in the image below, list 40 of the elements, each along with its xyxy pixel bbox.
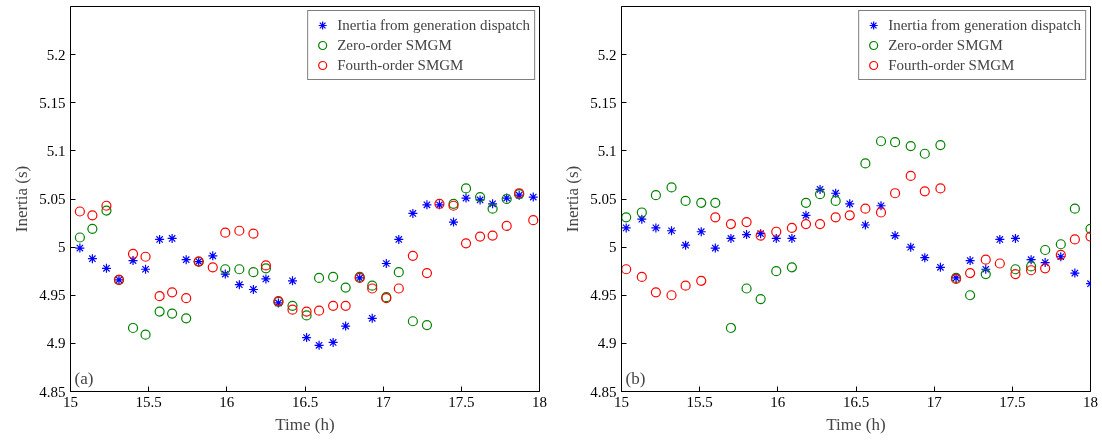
- x-tick-label: 15.5: [135, 393, 162, 410]
- y-axis-title: Inertia (s): [12, 165, 32, 233]
- legend-label: Fourth-order SMGM: [337, 56, 464, 74]
- y-tick-label: 4.95: [590, 287, 617, 304]
- y-tick-label: 5.1: [46, 142, 66, 159]
- legend-label: Inertia from generation dispatch: [888, 16, 1081, 34]
- x-tick-label: 16: [770, 393, 786, 410]
- x-tick-label: 17: [926, 393, 943, 410]
- y-tick-label: 4.9: [46, 335, 66, 352]
- annotation: (b): [625, 368, 646, 388]
- legend-label: Zero-order SMGM: [337, 36, 452, 54]
- y-axis-title: Inertia (s): [563, 165, 583, 233]
- y-tick-label: 4.95: [39, 287, 66, 304]
- x-tick-label: 17: [375, 393, 392, 410]
- x-tick-label: 17.5: [448, 393, 475, 410]
- y-tick-label: 5.05: [39, 191, 66, 207]
- y-tick-label: 5.2: [46, 46, 66, 63]
- x-tick-label: 15.5: [686, 393, 713, 410]
- legend-label: Zero-order SMGM: [888, 36, 1003, 54]
- y-tick-label: 5.15: [39, 94, 66, 111]
- y-tick-label: 5.1: [597, 142, 617, 159]
- annotation: (a): [74, 368, 94, 388]
- y-tick-label: 5.15: [590, 94, 617, 111]
- x-tick-label: 17.5: [999, 393, 1026, 410]
- x-axis-title: Time (h): [275, 414, 335, 434]
- y-tick-label: 4.85: [590, 383, 617, 400]
- x-tick-label: 16.5: [842, 393, 870, 410]
- y-tick-label: 5.2: [597, 46, 617, 63]
- y-tick-label: 4.9: [597, 335, 617, 352]
- x-tick-label: 16.5: [291, 393, 319, 410]
- x-tick-label: 18: [532, 393, 547, 410]
- x-tick-label: 16: [219, 393, 235, 410]
- legend-label: Fourth-order SMGM: [888, 56, 1015, 74]
- y-tick-label: 4.85: [39, 383, 66, 400]
- y-tick-label: 5: [58, 239, 66, 256]
- y-tick-label: 5: [609, 239, 617, 256]
- x-axis-title: Time (h): [826, 414, 886, 434]
- legend-label: Inertia from generation dispatch: [337, 16, 530, 34]
- y-tick-label: 5.05: [590, 191, 617, 207]
- x-tick-label: 18: [1083, 393, 1098, 410]
